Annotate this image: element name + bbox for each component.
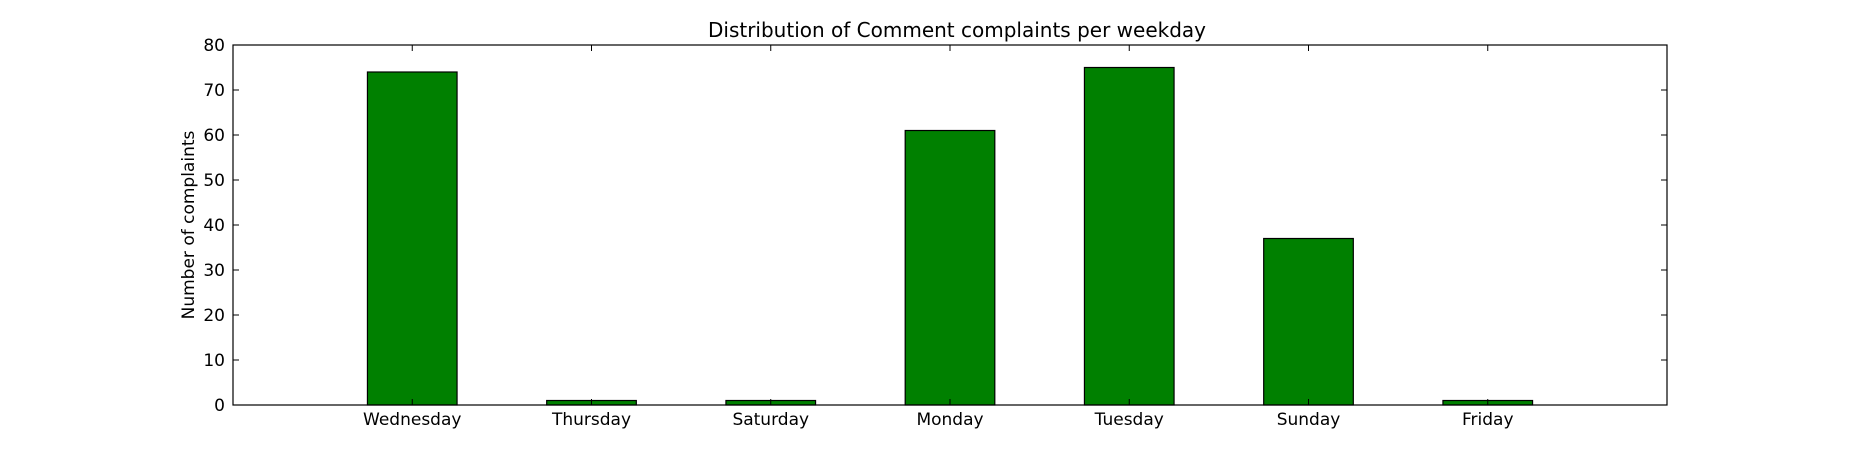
bar-wednesday: [366, 71, 458, 406]
x-tick-label: Tuesday: [1094, 410, 1164, 430]
x-tick-label: Friday: [1462, 410, 1514, 430]
y-tick-label: 10: [203, 351, 225, 371]
y-tick-label: 50: [203, 171, 225, 191]
bar-monday: [904, 129, 996, 406]
y-tick-label: 80: [203, 36, 225, 56]
y-tick-label: 60: [203, 126, 225, 146]
y-tick-label: 40: [203, 216, 225, 236]
plot-frame: [232, 44, 1668, 406]
y-axis: 0 10 20 30 40 50 60 70 80: [203, 36, 1667, 416]
y-tick-label: 70: [203, 81, 225, 101]
x-tick-label: Wednesday: [363, 410, 461, 430]
y-tick-label: 0: [214, 396, 225, 416]
x-tick-label: Thursday: [551, 410, 631, 430]
y-axis-label: Number of complaints: [179, 130, 199, 319]
y-tick-label: 20: [203, 306, 225, 326]
x-axis: Wednesday Thursday Saturday Monday Tuesday Su…: [363, 45, 1514, 430]
x-tick-label: Saturday: [732, 410, 809, 430]
y-tick-label: 30: [203, 261, 225, 281]
x-tick-label: Monday: [916, 410, 983, 430]
bars-group: [366, 66, 1534, 406]
x-tick-label: Sunday: [1277, 410, 1341, 430]
bar-tuesday: [1083, 66, 1175, 406]
bar-sunday: [1263, 237, 1354, 406]
chart-title: Distribution of Comment complaints per w…: [708, 18, 1206, 42]
